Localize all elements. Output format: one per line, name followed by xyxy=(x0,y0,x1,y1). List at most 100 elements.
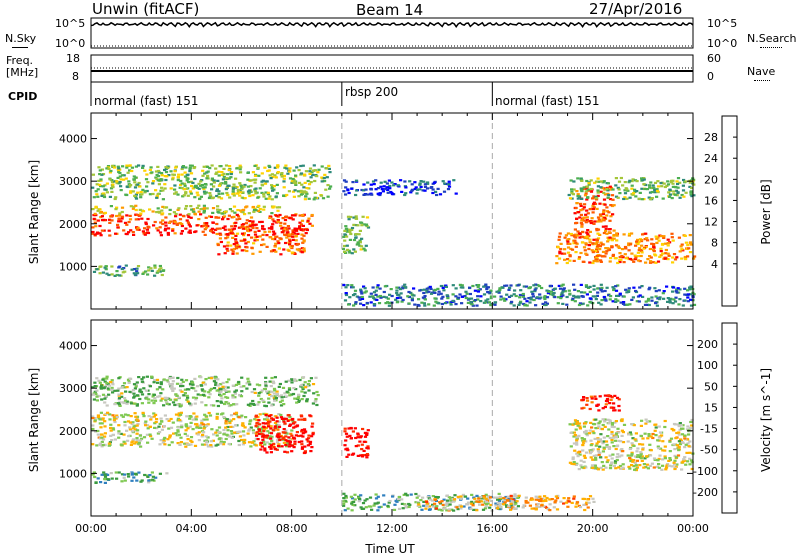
range-cell xyxy=(156,270,160,273)
range-cell xyxy=(181,380,185,383)
range-cell xyxy=(361,215,365,218)
range-cell xyxy=(288,167,292,170)
range-cell xyxy=(365,301,369,305)
range-cell xyxy=(188,425,192,428)
range-cell xyxy=(284,435,288,438)
range-cell xyxy=(410,293,414,296)
range-cell xyxy=(349,215,353,219)
range-cell xyxy=(122,229,126,232)
range-cell xyxy=(202,187,206,191)
range-cell xyxy=(304,386,308,389)
range-cell xyxy=(479,295,483,298)
range-cell xyxy=(548,498,552,501)
range-cell xyxy=(159,383,163,386)
range-cell xyxy=(323,179,327,183)
range-cell xyxy=(360,224,364,227)
range-cell xyxy=(601,450,605,453)
range-cell xyxy=(216,205,220,208)
range-cell xyxy=(212,181,216,184)
range-cell xyxy=(410,183,414,186)
range-cell xyxy=(183,175,188,178)
range-cell xyxy=(596,438,600,441)
range-cell xyxy=(139,196,143,199)
range-cell xyxy=(422,500,426,503)
range-cell xyxy=(640,177,644,180)
range-cell xyxy=(125,214,129,217)
range-cell xyxy=(477,497,481,500)
range-cell xyxy=(617,180,622,183)
y-tick-label: 3000 xyxy=(59,382,87,395)
range-cell xyxy=(301,164,305,167)
range-cell xyxy=(279,173,284,176)
range-cell xyxy=(197,204,201,207)
range-cell xyxy=(157,171,161,174)
range-cell xyxy=(592,288,596,291)
range-cell xyxy=(404,186,408,189)
range-cell xyxy=(280,417,284,420)
range-cell xyxy=(594,298,598,301)
range-cell xyxy=(463,495,467,498)
range-cell xyxy=(630,423,634,426)
range-cell xyxy=(191,208,196,211)
range-cell xyxy=(549,293,553,296)
range-cell xyxy=(630,258,634,261)
range-cell xyxy=(475,494,479,497)
range-cell xyxy=(108,178,112,181)
range-cell xyxy=(183,432,187,435)
range-cell xyxy=(240,414,244,417)
range-cell xyxy=(206,170,210,173)
range-cell xyxy=(212,387,217,390)
range-cell xyxy=(120,217,124,220)
range-cell xyxy=(188,164,193,167)
range-cell xyxy=(268,419,272,422)
range-cell xyxy=(290,444,295,447)
range-cell xyxy=(586,506,590,509)
range-cell xyxy=(689,304,694,307)
range-cell xyxy=(151,478,155,481)
range-cell xyxy=(677,425,681,428)
range-cell xyxy=(300,440,304,443)
range-cell xyxy=(362,223,366,226)
range-cell xyxy=(179,436,183,439)
range-cell xyxy=(607,445,611,449)
range-cell xyxy=(505,504,509,507)
range-cell xyxy=(675,194,679,197)
range-cell xyxy=(555,508,560,511)
range-cell xyxy=(104,412,108,416)
range-cell xyxy=(100,194,104,197)
range-cell xyxy=(668,193,672,196)
range-cell xyxy=(429,287,433,290)
range-cell xyxy=(618,192,622,195)
range-cell xyxy=(396,184,400,187)
range-cell xyxy=(94,392,98,396)
range-cell xyxy=(228,196,232,199)
range-cell xyxy=(599,259,603,262)
range-cell xyxy=(503,284,507,287)
range-cell xyxy=(163,436,167,439)
range-cell xyxy=(591,208,596,211)
range-cell xyxy=(120,210,124,214)
range-cell xyxy=(309,176,313,179)
range-cell xyxy=(119,185,123,188)
range-cell xyxy=(187,213,191,216)
range-cell xyxy=(605,443,609,447)
range-cell xyxy=(124,390,128,393)
range-cell xyxy=(563,258,567,261)
range-cell xyxy=(217,253,221,256)
range-cell xyxy=(586,229,590,232)
range-cell xyxy=(254,192,258,195)
range-cell xyxy=(202,443,206,446)
range-cell xyxy=(558,250,562,253)
range-cell xyxy=(589,395,593,398)
range-cell xyxy=(687,247,691,250)
range-cell xyxy=(107,384,111,387)
range-cell xyxy=(593,295,597,298)
range-cell xyxy=(279,221,283,224)
range-cell xyxy=(460,295,464,298)
range-cell xyxy=(555,497,560,500)
range-cell xyxy=(131,439,135,442)
range-cell xyxy=(581,449,585,452)
range-cell xyxy=(297,399,301,402)
range-cell xyxy=(239,395,244,398)
range-cell xyxy=(181,384,185,388)
